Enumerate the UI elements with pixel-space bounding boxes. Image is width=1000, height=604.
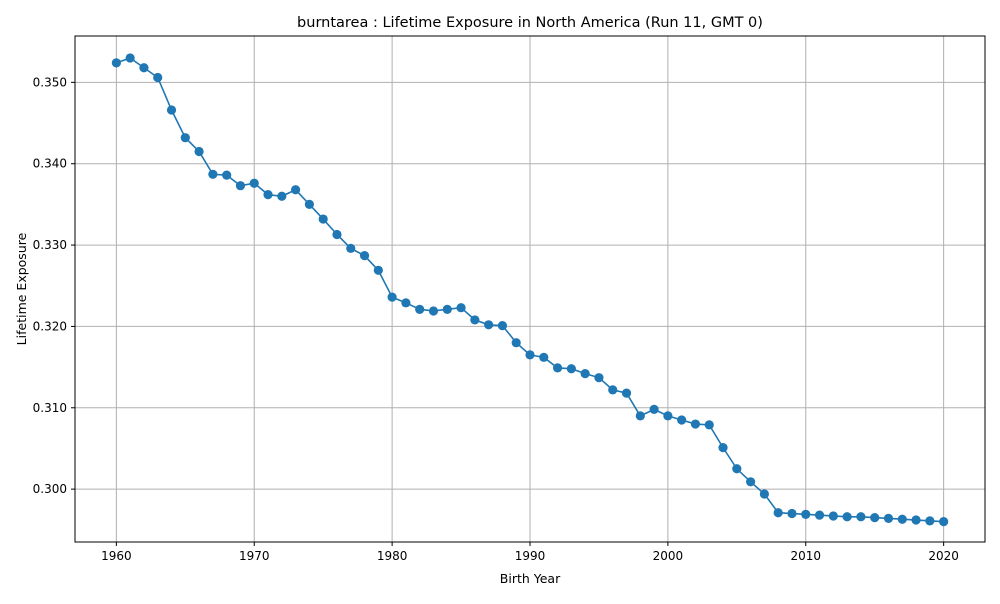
data-point: [870, 512, 880, 523]
data-point: [153, 72, 163, 83]
data-point: [249, 178, 259, 188]
data-point: [263, 190, 273, 200]
data-point: [552, 363, 563, 373]
x-tick-label: 2000: [653, 549, 684, 563]
data-point: [814, 510, 825, 520]
data-point: [580, 369, 590, 379]
data-point: [111, 58, 121, 68]
data-point: [456, 303, 466, 313]
data-point: [318, 214, 328, 224]
chart-title: burntarea : Lifetime Exposure in North A…: [297, 15, 763, 31]
x-axis-ticks: 1960 1970 1980 1990 2000 2010 2020: [101, 542, 959, 563]
data-point: [608, 385, 618, 395]
y-tick-label: 0.330: [33, 238, 67, 252]
x-tick-label: 1990: [515, 549, 546, 563]
data-point: [649, 404, 659, 414]
data-point: [566, 364, 576, 374]
data-point: [139, 63, 149, 73]
data-point: [401, 298, 411, 308]
x-tick-label: 2020: [928, 549, 959, 563]
data-point: [194, 146, 204, 157]
data-point: [732, 464, 742, 474]
data-point: [359, 251, 370, 261]
data-point: [773, 508, 783, 518]
data-point: [415, 304, 425, 314]
data-point: [222, 170, 232, 180]
data-point: [346, 243, 356, 253]
data-point: [125, 53, 135, 63]
data-point: [166, 105, 177, 115]
data-point: [594, 373, 604, 383]
data-point: [180, 133, 190, 143]
data-point: [883, 513, 894, 524]
x-tick-label: 1980: [377, 549, 408, 563]
data-point: [373, 265, 383, 275]
data-point: [690, 419, 701, 429]
data-point: [787, 508, 797, 519]
y-axis-ticks: 0.300 0.310 0.320 0.330 0.340 0.350: [33, 75, 75, 496]
grid: [75, 36, 985, 542]
data-point: [759, 489, 769, 499]
data-point: [677, 415, 687, 425]
data-point: [277, 191, 287, 201]
data-point: [235, 181, 246, 191]
data-point: [746, 477, 756, 487]
data-point: [428, 306, 439, 316]
data-point: [801, 509, 811, 519]
y-tick-label: 0.350: [33, 75, 67, 89]
data-point: [704, 420, 714, 430]
data-point: [539, 352, 549, 362]
y-tick-label: 0.320: [33, 319, 67, 333]
data-point: [621, 388, 632, 398]
data-point: [842, 512, 852, 522]
data-point: [304, 199, 314, 209]
data-point: [470, 315, 480, 325]
data-point: [897, 514, 907, 524]
y-tick-label: 0.300: [33, 482, 67, 496]
data-point: [387, 292, 397, 302]
x-tick-label: 1970: [239, 549, 270, 563]
data-point: [856, 512, 866, 522]
x-axis-label: Birth Year: [500, 571, 561, 586]
data-point: [911, 515, 921, 525]
data-point: [442, 304, 452, 314]
data-point: [484, 320, 494, 330]
data-point: [208, 169, 218, 179]
data-point: [332, 229, 342, 240]
y-axis-label: Lifetime Exposure: [14, 232, 29, 345]
x-tick-label: 2010: [790, 549, 821, 563]
data-point: [939, 517, 949, 527]
y-tick-label: 0.340: [33, 157, 67, 171]
data-point: [828, 511, 838, 521]
data-point: [511, 338, 521, 348]
data-point: [525, 350, 535, 360]
data-point: [497, 321, 508, 331]
data-point: [718, 443, 728, 453]
data-point: [635, 411, 645, 421]
series-layer: [111, 53, 949, 527]
data-point: [925, 516, 935, 526]
y-tick-label: 0.310: [33, 401, 67, 415]
x-tick-label: 1960: [101, 549, 132, 563]
data-point: [291, 185, 301, 195]
data-point: [663, 411, 673, 421]
